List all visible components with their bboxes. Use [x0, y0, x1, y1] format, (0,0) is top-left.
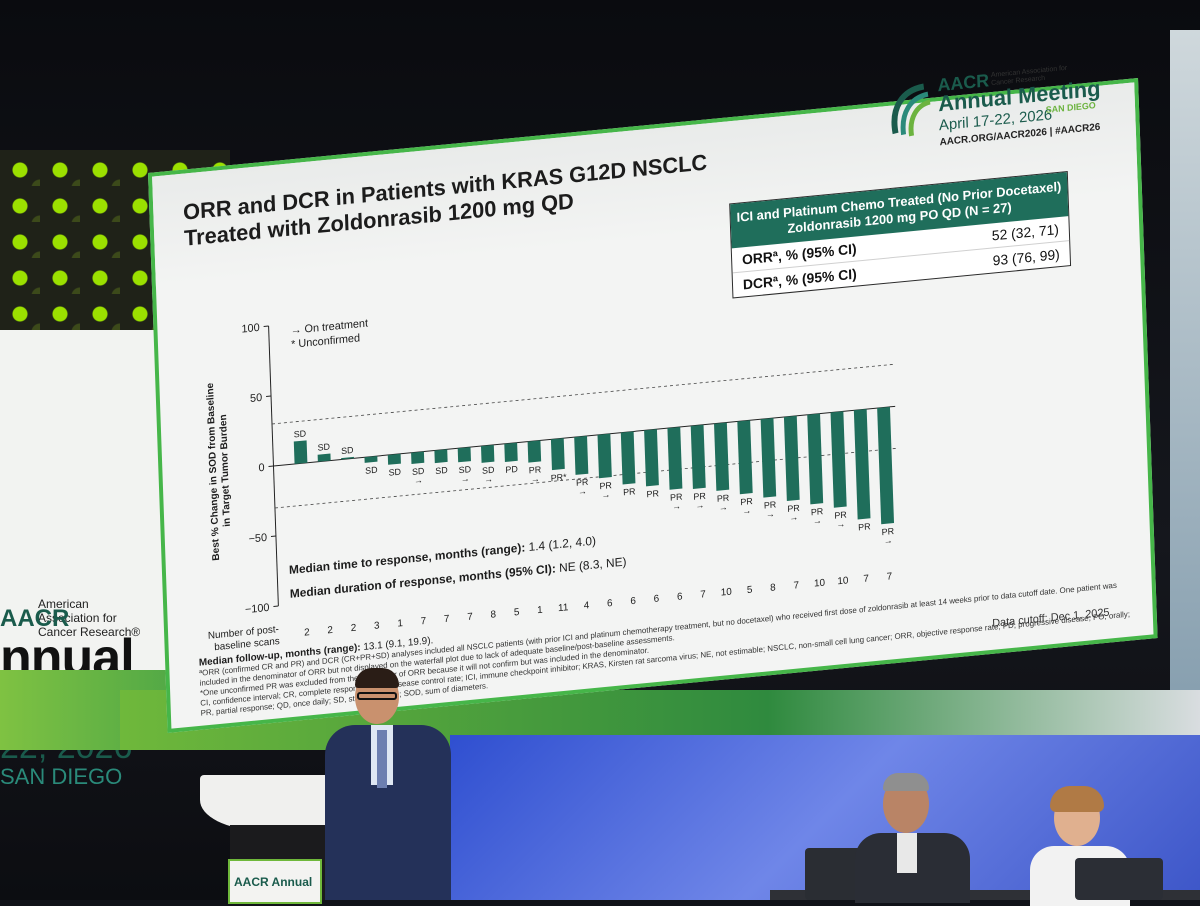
bar	[411, 452, 424, 464]
bar	[644, 429, 659, 486]
scan-count: 5	[747, 585, 753, 597]
waterfall-chart: 100 50 0 −50 −100 Best % Change in SOD from B…	[197, 254, 921, 652]
on-treatment-arrow: →	[531, 474, 540, 485]
podium-sign-text: AACR Annual	[234, 875, 312, 889]
scan-count: 8	[770, 582, 776, 594]
on-treatment-arrow: →	[836, 519, 845, 530]
panelist-hair	[1050, 786, 1104, 812]
panelist-hair	[883, 773, 929, 791]
scan-count: 7	[467, 611, 473, 623]
scan-count: 7	[887, 571, 893, 583]
on-treatment-arrow: →	[461, 473, 470, 484]
response-label: PR	[623, 486, 636, 497]
presentation-slide: ORR and DCR in Patients with KRAS G12D N…	[148, 78, 1158, 733]
response-label: SD	[341, 445, 354, 456]
scan-count: 3	[374, 620, 380, 632]
scan-count: 2	[351, 623, 357, 635]
bar	[504, 443, 517, 462]
bar	[551, 438, 565, 470]
on-treatment-arrow: →	[601, 489, 610, 500]
glasses-icon	[357, 692, 397, 700]
response-label: PR	[858, 521, 871, 532]
bar	[528, 440, 542, 462]
bar	[761, 418, 777, 498]
response-label: SD	[294, 428, 307, 439]
bar	[737, 420, 752, 494]
bar	[714, 422, 729, 490]
bar	[667, 427, 682, 490]
bar	[831, 411, 847, 507]
response-label: PR	[646, 488, 659, 499]
scan-count: 6	[654, 593, 660, 605]
on-treatment-arrow: →	[813, 515, 822, 526]
bar	[691, 425, 706, 489]
scan-count: 7	[420, 616, 426, 628]
scan-count: 1	[397, 618, 403, 630]
y-tick-label: 50	[250, 392, 263, 405]
y-axis-label: Best % Change in SOD from Baselinein Tar…	[205, 381, 234, 561]
bar	[388, 454, 401, 465]
scan-count: 8	[490, 609, 496, 621]
panelist-shirt	[897, 833, 917, 873]
scan-count: 2	[304, 627, 310, 639]
bar	[854, 409, 871, 519]
orr-value: 52 (32, 71)	[992, 221, 1060, 243]
scan-count: 7	[444, 614, 450, 626]
response-label: PD	[505, 464, 518, 475]
bar	[877, 407, 894, 524]
scan-count: 11	[558, 602, 569, 614]
on-treatment-arrow: →	[884, 535, 893, 546]
scan-count: 2	[327, 625, 333, 637]
right-screen-edge	[1170, 30, 1200, 690]
bar	[598, 434, 612, 479]
y-tick-label: 100	[241, 322, 260, 336]
speaker-tie	[377, 730, 387, 788]
panelist-man	[855, 775, 970, 900]
scan-count: 7	[700, 589, 706, 601]
scan-count: 10	[814, 578, 826, 590]
on-treatment-arrow: →	[719, 502, 728, 513]
dcr-value: 93 (76, 99)	[992, 246, 1060, 268]
scan-count: 1	[537, 605, 543, 617]
speaker-hair	[355, 668, 399, 688]
scan-count: 6	[677, 591, 683, 603]
on-treatment-arrow: →	[414, 475, 423, 486]
laptop-icon	[1075, 858, 1163, 900]
y-tick-label: −100	[245, 602, 270, 616]
scan-count: 6	[607, 598, 613, 610]
speaker	[325, 670, 455, 900]
bar	[574, 436, 588, 475]
response-label: SD	[435, 465, 448, 476]
bar	[318, 453, 331, 461]
on-treatment-arrow: →	[789, 512, 798, 523]
response-label: SD	[365, 465, 378, 476]
bar	[784, 416, 800, 501]
banner-city: SAN DIEGO	[0, 764, 122, 790]
aacr-swirl-icon	[884, 80, 932, 140]
response-label: PR*	[551, 472, 568, 484]
scan-count: 10	[837, 575, 849, 587]
on-treatment-arrow: →	[695, 500, 704, 511]
on-treatment-arrow: →	[578, 486, 587, 497]
scan-count: 4	[584, 600, 590, 612]
bar	[481, 445, 494, 463]
scan-count: 7	[793, 580, 799, 592]
on-treatment-arrow: →	[742, 505, 751, 516]
response-label: SD	[388, 467, 401, 478]
scan-count: 10	[721, 587, 733, 599]
response-label: SD	[317, 441, 330, 452]
scan-count: 5	[514, 607, 520, 619]
y-tick-label: −50	[248, 532, 267, 546]
scan-count: 7	[863, 573, 869, 585]
bar	[807, 414, 823, 505]
bar	[434, 449, 447, 463]
y-tick-label: 0	[258, 462, 264, 475]
scan-count: 6	[630, 596, 636, 608]
on-treatment-arrow: →	[484, 474, 493, 485]
on-treatment-arrow: →	[672, 501, 681, 512]
bar	[294, 440, 308, 464]
on-treatment-arrow: →	[766, 509, 775, 520]
bar	[621, 431, 636, 484]
bar	[458, 447, 471, 462]
